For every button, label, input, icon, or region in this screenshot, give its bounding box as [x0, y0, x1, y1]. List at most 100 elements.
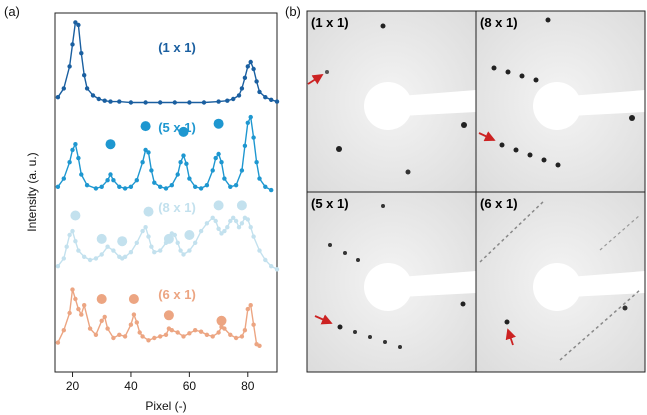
- data-point: [108, 172, 113, 177]
- data-point: [143, 147, 148, 153]
- data-point: [231, 215, 236, 220]
- beam-stop: [364, 82, 412, 130]
- diffraction-spot: [356, 258, 360, 262]
- data-point: [102, 314, 107, 320]
- data-point: [55, 95, 61, 100]
- data-point: [181, 153, 186, 158]
- data-point: [73, 239, 78, 244]
- diffraction-spot: [519, 73, 525, 79]
- data-point: [128, 322, 134, 327]
- data-point: [216, 151, 221, 157]
- beam-stop-arm: [569, 271, 645, 297]
- data-point: [175, 330, 180, 335]
- data-point: [269, 187, 274, 193]
- data-point: [102, 98, 107, 103]
- data-point: [84, 183, 90, 188]
- data-point: [158, 334, 163, 339]
- peak-marker: [213, 200, 224, 211]
- data-point: [239, 168, 245, 173]
- data-point: [76, 248, 81, 253]
- data-point: [204, 183, 210, 188]
- data-point: [193, 184, 198, 189]
- data-point: [263, 184, 268, 189]
- data-point: [99, 318, 104, 323]
- data-point: [128, 250, 134, 255]
- data-point: [254, 79, 259, 84]
- peak-marker: [140, 121, 151, 132]
- data-point: [263, 257, 268, 263]
- peak-marker: [216, 315, 227, 326]
- data-point: [175, 172, 180, 177]
- data-point: [210, 334, 215, 339]
- data-point: [233, 183, 239, 188]
- data-point: [76, 155, 81, 161]
- beam-stop-arm: [569, 90, 645, 116]
- series-label: (6 x 1): [158, 287, 196, 302]
- beam-stop: [364, 263, 412, 311]
- x-tick-label: 20: [66, 379, 80, 393]
- data-point: [242, 143, 248, 148]
- data-point: [61, 176, 66, 181]
- data-point: [158, 248, 163, 253]
- data-point: [228, 184, 233, 189]
- data-point: [181, 252, 186, 257]
- data-point: [55, 184, 61, 189]
- data-point: [146, 150, 151, 155]
- data-point: [257, 248, 262, 253]
- data-point: [70, 287, 75, 292]
- peak-marker: [178, 126, 189, 137]
- data-point: [257, 89, 262, 95]
- data-point: [105, 244, 110, 249]
- peak-marker: [236, 200, 247, 211]
- series-2: (5 x 1): [55, 114, 274, 193]
- data-point: [146, 234, 151, 239]
- data-point: [193, 240, 198, 245]
- data-point: [122, 186, 128, 191]
- data-point: [213, 218, 218, 224]
- line-chart: (1 x 1) (5 x 1) (8 x 1) (6 x 1) 20 40 60 80 Pi…: [25, 12, 280, 413]
- data-point: [216, 226, 221, 231]
- peak-marker: [70, 210, 81, 221]
- diffraction-streak: [479, 199, 546, 263]
- diffraction-tile-1x1: (1 x 1): [307, 11, 476, 192]
- diffraction-spot: [504, 319, 510, 325]
- data-point: [96, 96, 102, 102]
- data-point: [184, 161, 189, 166]
- data-point: [248, 59, 253, 65]
- data-point: [242, 75, 248, 81]
- diffraction-spot: [336, 146, 342, 152]
- peak-marker: [163, 233, 174, 244]
- diffraction-spot: [460, 301, 466, 307]
- data-point: [198, 186, 204, 191]
- data-point: [248, 114, 253, 120]
- data-point: [158, 184, 163, 189]
- diffraction-spot: [541, 157, 547, 163]
- peak-marker: [117, 236, 128, 247]
- x-axis-ticks: 20 40 60 80: [66, 372, 255, 393]
- tile-label-8x1: (8 x 1): [480, 15, 518, 30]
- data-point: [187, 100, 192, 105]
- data-point: [87, 257, 93, 263]
- data-point: [99, 184, 104, 189]
- data-point: [82, 73, 87, 78]
- series-3: (8 x 1): [55, 200, 280, 272]
- data-point: [169, 328, 174, 333]
- series-label: (8 x 1): [158, 200, 196, 215]
- data-point: [149, 168, 154, 173]
- data-point: [111, 248, 116, 253]
- data-point: [152, 335, 157, 341]
- data-point: [254, 160, 259, 165]
- red-arrow: [314, 314, 333, 325]
- data-point: [82, 254, 87, 259]
- data-point: [172, 100, 177, 105]
- data-point: [82, 303, 87, 308]
- data-point: [117, 332, 122, 337]
- data-point: [73, 296, 78, 302]
- data-point: [228, 218, 233, 224]
- data-point: [169, 183, 174, 188]
- diffraction-grid: (1 x 1) (8 x 1): [306, 10, 646, 373]
- data-point: [225, 98, 230, 103]
- data-point: [79, 51, 84, 56]
- beam-stop-arm: [400, 90, 476, 116]
- data-point: [187, 331, 192, 336]
